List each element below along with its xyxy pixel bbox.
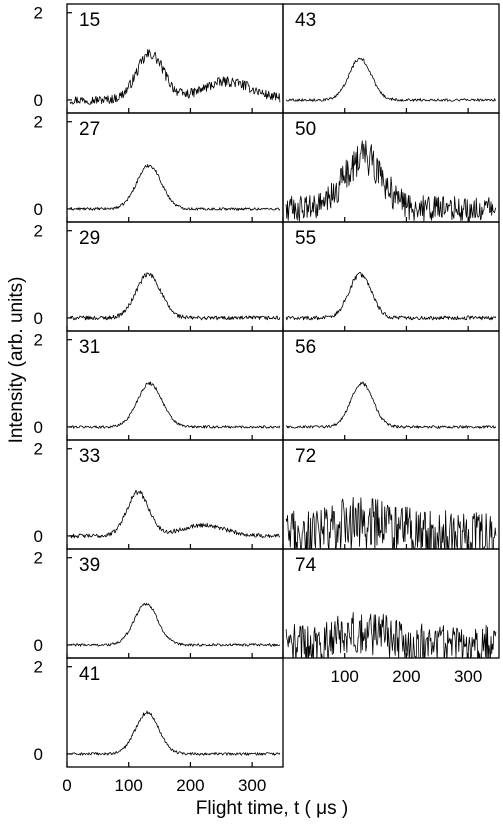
y-tick-label: 0 — [34, 418, 43, 437]
trace-41 — [69, 710, 281, 756]
panel-39: 39 — [66, 548, 284, 659]
trace-74 — [285, 612, 497, 658]
panel-label: 33 — [79, 446, 100, 467]
panel-label: 43 — [295, 10, 316, 31]
panel-43: 43 — [282, 3, 500, 114]
panel-frame-41 — [66, 657, 284, 768]
y-axis-title: Intensity (arb. units) — [6, 277, 27, 444]
panel-label: 15 — [79, 10, 100, 31]
y-tick-label: 0 — [34, 200, 43, 219]
panel-label: 41 — [79, 664, 100, 685]
y-tick-label: 0 — [34, 636, 43, 655]
trace-39 — [69, 602, 281, 647]
panel-74: 74 — [282, 548, 500, 659]
x-axis-title: Flight time, t ( μs ) — [196, 798, 348, 819]
panel-label: 74 — [295, 555, 317, 576]
y-tick-label: 2 — [34, 549, 43, 568]
x-tick-label: 0 — [62, 776, 71, 795]
y-tick-label: 2 — [34, 331, 43, 350]
panel-56: 56 — [282, 330, 500, 441]
panel-15: 15 — [66, 3, 284, 114]
panel-label: 50 — [295, 119, 316, 140]
panel-label: 27 — [79, 119, 100, 140]
y-tick-label: 2 — [34, 440, 43, 459]
y-tick-label: 2 — [34, 113, 43, 132]
tick-labels-layer: 0 2 0 2 0 2 0 2 0 2 0 2 0 2 0 100 200 300 100 200 300 — [34, 4, 483, 795]
trace-27 — [69, 164, 281, 211]
panel-55: 55 — [282, 221, 500, 332]
panel-label: 56 — [295, 337, 316, 358]
panel-label: 31 — [79, 337, 100, 358]
panel-33: 33 — [66, 439, 284, 550]
panel-27: 27 — [66, 112, 284, 223]
trace-29 — [69, 272, 281, 321]
panels-layer: 15 27 29 31 33 39 41 43 50 55 56 72 74 — [66, 3, 500, 768]
panel-72: 72 — [282, 439, 500, 550]
trace-55 — [285, 271, 497, 321]
y-tick-label: 0 — [34, 527, 43, 546]
trace-72 — [285, 497, 497, 549]
panel-label: 29 — [79, 228, 100, 249]
panel-label: 72 — [295, 446, 316, 467]
y-tick-label: 0 — [34, 309, 43, 328]
trace-15 — [69, 49, 281, 105]
x-tick-label: 300 — [238, 776, 266, 795]
y-tick-label: 2 — [34, 658, 43, 677]
trace-56 — [285, 381, 497, 429]
panel-label: 39 — [79, 555, 100, 576]
x-tick-label: 300 — [454, 667, 482, 686]
trace-33 — [69, 490, 281, 539]
trace-43 — [285, 57, 497, 102]
x-tick-label: 100 — [115, 776, 143, 795]
panel-frame-74 — [282, 548, 500, 659]
y-tick-label: 2 — [34, 4, 43, 23]
panel-41: 41 — [66, 657, 284, 768]
trace-31 — [69, 381, 281, 429]
panel-31: 31 — [66, 330, 284, 441]
x-tick-label: 200 — [176, 776, 204, 795]
y-tick-label: 0 — [34, 91, 43, 110]
x-tick-label: 200 — [392, 667, 420, 686]
trace-50 — [285, 140, 497, 222]
panel-50: 50 — [282, 112, 500, 223]
panel-29: 29 — [66, 221, 284, 332]
x-tick-label: 100 — [331, 667, 359, 686]
y-tick-label: 2 — [34, 222, 43, 241]
panel-label: 55 — [295, 228, 316, 249]
y-tick-label: 0 — [34, 745, 43, 764]
